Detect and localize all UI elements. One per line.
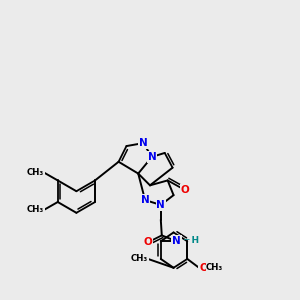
Text: O: O bbox=[144, 237, 152, 247]
Text: O: O bbox=[181, 185, 190, 195]
Text: CH₃: CH₃ bbox=[206, 263, 223, 272]
Text: CH₃: CH₃ bbox=[27, 206, 44, 214]
Text: CH₃: CH₃ bbox=[27, 168, 44, 177]
Text: N: N bbox=[141, 195, 149, 205]
Text: ─ H: ─ H bbox=[183, 236, 200, 245]
Text: CH₃: CH₃ bbox=[131, 254, 148, 263]
Text: O: O bbox=[199, 263, 208, 273]
Text: N: N bbox=[139, 138, 148, 148]
Text: N: N bbox=[156, 200, 165, 210]
Text: N: N bbox=[172, 236, 181, 246]
Text: N: N bbox=[148, 152, 156, 162]
